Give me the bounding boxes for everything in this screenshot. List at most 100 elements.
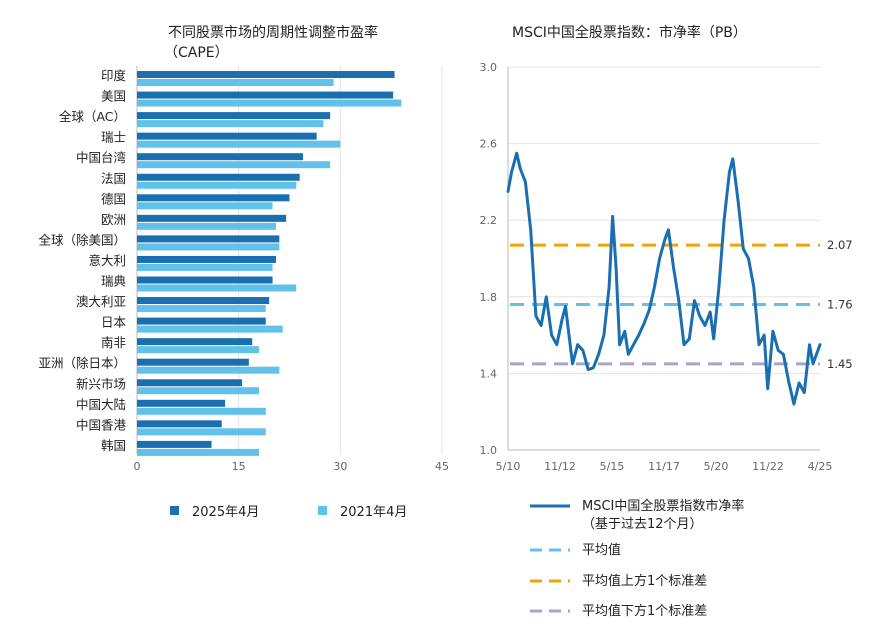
pb-y-tick: 1.8	[480, 291, 498, 304]
cape-category-label: 澳大利亚	[76, 294, 126, 309]
cape-bar-2021	[137, 99, 402, 107]
pb-legend: MSCI中国全股票指数市净率 （基于过去12个月） 平均值 平均值上方1个标准差…	[530, 498, 744, 619]
cape-category-label: 亚洲（除日本）	[38, 356, 126, 371]
cape-bar-2025	[137, 235, 280, 243]
cape-bar-2021	[137, 366, 280, 374]
pb-x-tick: 5/15	[600, 460, 625, 473]
cape-category-label: 印度	[101, 68, 127, 83]
pb-x-tick: 11/12	[544, 460, 576, 473]
cape-bar-2021	[137, 387, 259, 395]
pb-title: MSCI中国全股票指数：市净率（PB）	[512, 24, 747, 41]
legend-label-lower: 平均值下方1个标准差	[582, 603, 707, 619]
pb-x-tick: 11/22	[752, 460, 784, 473]
cape-bar-2025	[137, 112, 331, 120]
cape-category-label: 新兴市场	[76, 376, 126, 391]
cape-bar-2025	[137, 71, 395, 78]
cape-bar-2021	[137, 202, 273, 210]
pb-y-tick-labels: 1.0 1.4 1.8 2.2 2.6 3.0	[480, 61, 498, 457]
cape-bar-2021	[137, 407, 266, 415]
cape-bar-2021	[137, 222, 276, 230]
cape-category-label: 瑞士	[101, 130, 126, 145]
cape-bars	[137, 71, 402, 456]
pb-chart: MSCI中国全股票指数：市净率（PB） 1.0 1.4 1.8 2.2 2.6 3.0 5…	[480, 24, 853, 619]
cape-category-label: 美国	[101, 89, 126, 104]
legend-label-2021: 2021年4月	[340, 505, 407, 520]
cape-category-label: 意大利	[88, 253, 126, 268]
cape-x-tick-labels: 0 15 30 45	[134, 460, 450, 473]
cape-bar-2025	[137, 297, 270, 305]
pb-x-tick: 4/25	[808, 460, 833, 473]
cape-bar-2021	[137, 140, 341, 148]
cape-bar-2021	[137, 448, 259, 456]
cape-bar-2025	[137, 317, 266, 325]
cape-bar-2025	[137, 358, 249, 366]
cape-bar-2021	[137, 120, 324, 128]
cape-bar-2021	[137, 325, 283, 333]
legend-label-pb-1: MSCI中国全股票指数市净率	[582, 498, 744, 514]
cape-bar-2021	[137, 263, 273, 271]
pb-y-tick: 2.6	[480, 138, 498, 151]
cape-bar-2025	[137, 338, 253, 346]
cape-category-label: 中国大陆	[76, 397, 126, 412]
cape-bar-2021	[137, 181, 297, 189]
cape-bar-2021	[137, 284, 297, 292]
cape-category-label: 中国台湾	[76, 150, 126, 165]
cape-bar-2025	[137, 91, 394, 99]
cape-bar-2025	[137, 276, 273, 284]
cape-bar-2021	[137, 428, 266, 436]
cape-x-tick: 0	[134, 460, 141, 473]
cape-x-tick: 30	[333, 460, 347, 473]
cape-category-label: 全球（除美国）	[38, 232, 126, 247]
pb-x-tick: 11/17	[648, 460, 680, 473]
cape-bar-2025	[137, 255, 276, 263]
legend-swatch-2025	[170, 506, 179, 515]
cape-x-tick: 15	[232, 460, 246, 473]
cape-category-label: 南非	[101, 335, 126, 350]
cape-bar-2025	[137, 214, 287, 222]
cape-category-label: 欧洲	[101, 212, 126, 227]
pb-y-tick: 2.2	[480, 214, 498, 227]
cape-bar-2025	[137, 420, 222, 428]
legend-label-2025: 2025年4月	[192, 505, 259, 520]
cape-category-label: 中国香港	[76, 417, 127, 432]
cape-bar-2025	[137, 173, 300, 181]
cape-bar-2025	[137, 194, 290, 202]
cape-bar-2021	[137, 79, 334, 86]
pb-y-tick: 3.0	[480, 61, 498, 74]
legend-label-pb-2: （基于过去12个月）	[582, 517, 703, 532]
cape-category-label: 瑞典	[101, 274, 126, 289]
cape-title-line-2: （CAPE）	[164, 45, 229, 61]
cape-bar-2025	[137, 153, 304, 161]
legend-label-mean: 平均值	[582, 542, 621, 558]
legend-swatch-2021	[318, 506, 327, 515]
cape-bar-2021	[137, 161, 331, 169]
cape-category-label: 全球（AC）	[59, 109, 126, 124]
pb-x-tick-labels: 5/10 11/12 5/15 11/17 5/20 11/22 4/25	[496, 460, 833, 473]
pb-reference-lines: 1.76 2.07 1.45	[510, 238, 853, 371]
pb-series-line	[506, 151, 822, 406]
cape-category-label: 日本	[101, 315, 127, 330]
cape-bar-2025	[137, 132, 317, 140]
cape-bar-2025	[137, 399, 226, 407]
cape-category-label: 韩国	[101, 438, 126, 453]
cape-bar-2021	[137, 243, 280, 251]
pb-gridlines	[508, 66, 820, 374]
cape-category-label: 法国	[101, 171, 126, 186]
pb-x-tick: 5/10	[496, 460, 521, 473]
pb-y-tick: 1.0	[480, 444, 498, 457]
cape-category-label: 德国	[101, 191, 126, 206]
pb-reference-label: 1.45	[827, 357, 853, 371]
cape-legend: 2025年4月 2021年4月	[170, 505, 407, 520]
cape-bar-2021	[137, 346, 259, 354]
cape-bar-2025	[137, 440, 212, 448]
pb-x-tick: 5/20	[704, 460, 729, 473]
pb-y-tick: 1.4	[480, 367, 498, 380]
cape-title-line-1: 不同股票市场的周期性调整市盈率	[168, 24, 378, 41]
cape-bar-2025	[137, 379, 243, 387]
cape-bar-2021	[137, 305, 266, 313]
pb-reference-label: 2.07	[827, 238, 853, 252]
legend-label-upper: 平均值上方1个标准差	[582, 573, 707, 589]
